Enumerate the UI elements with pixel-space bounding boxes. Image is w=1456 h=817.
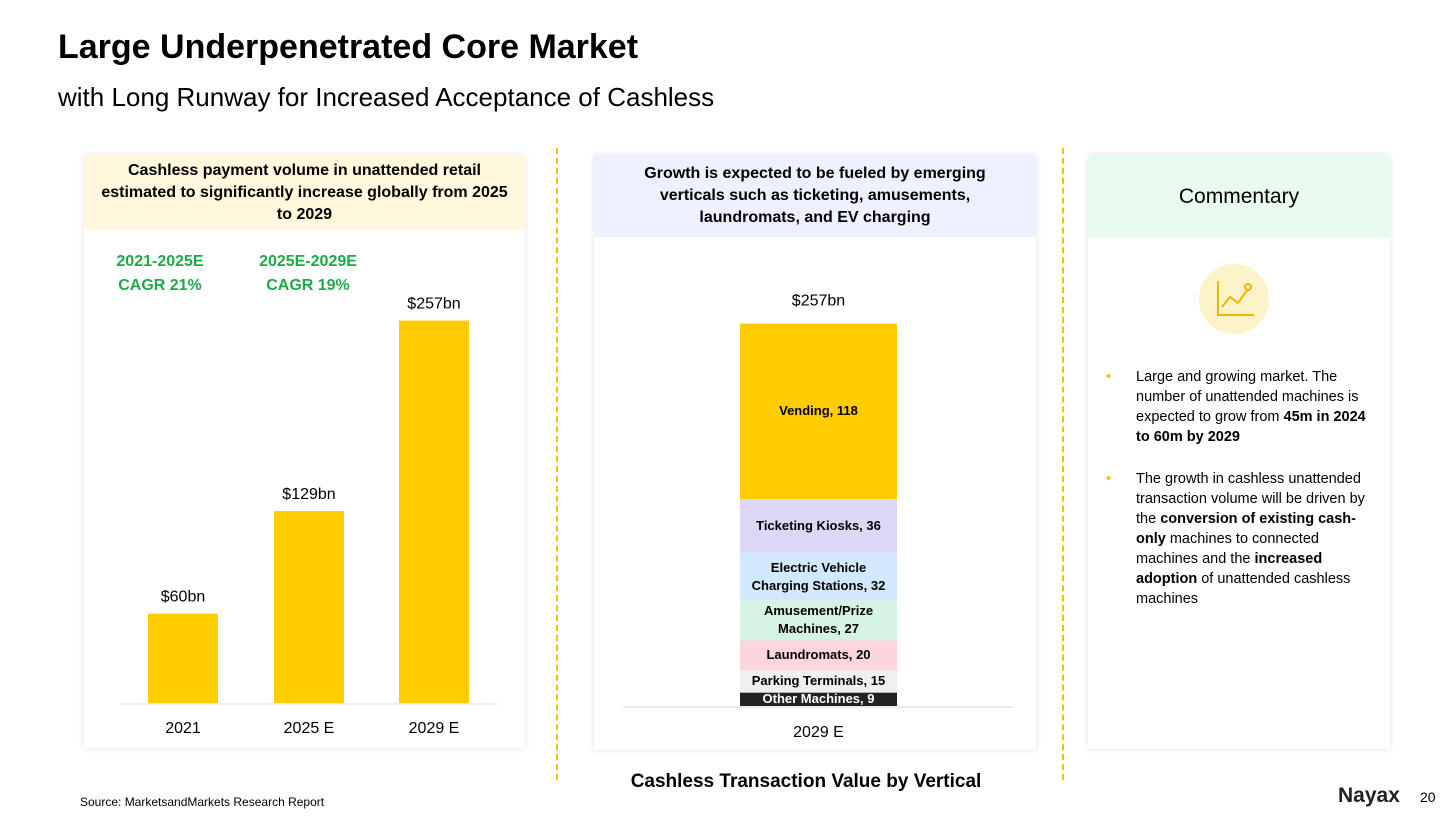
series-name: Ticketing Kiosks, [756,517,863,533]
x-axis-label: Cashless Transaction Value by Vertical [631,771,982,792]
bullet-text: machines to connected machines and the [1136,531,1319,567]
annotation: CAGR 19% [266,277,350,294]
data-label: $257bn [407,296,460,313]
segment-label-text: Electric Vehicle Charging Stations, 32 [740,553,897,601]
divider [556,148,558,780]
segment-label: Amusement/Prize Machines, 27 [740,600,897,640]
segment-label-text: Laundromats, 20 [740,641,897,671]
label-box: Laundromats, 20 [744,646,894,664]
segment-label: Electric Vehicle Charging Stations, 32 [740,553,897,601]
series-name: Parking Terminals, [751,673,868,689]
subtitle: with Long Runway for Increased Acceptanc… [58,82,715,112]
bullet: The growth in cashless unattended transa… [1100,469,1380,609]
series-name: Amusement/Prize Machines, [763,603,874,637]
data-label: 32 [870,577,886,593]
data-label: $60bn [161,589,206,606]
panel-title: Commentary [1088,155,1390,238]
bullet: Large and growing market. The number of … [1100,367,1380,447]
label-box: Other Machines, 9 [744,693,894,706]
bullet-text: conversion of existing cash-only [1136,511,1356,547]
bullet-text: of unattended cashless machines [1136,571,1351,607]
bar-segment [740,692,897,706]
panel-title: Growth is expected to be fueled by emerg… [594,155,1036,237]
data-label: 27 [844,621,859,637]
annotation: CAGR 21% [118,277,202,294]
data-label: 9 [867,692,875,706]
bar [274,511,344,703]
bullet-text: increased adoption [1136,551,1323,587]
segment-label: Other Machines, 9 [740,693,897,706]
label-box: Ticketing Kiosks, 36 [744,517,894,535]
annotation: 2021-2025E [116,253,204,270]
label-box: Vending, 118 [744,402,894,420]
annotation: 2025E-2029E [259,253,357,270]
page-number: 20 [1420,789,1436,805]
segment-label-text: Vending, 118 [740,324,897,500]
segment-label-text: Parking Terminals, 15 [740,670,897,692]
icon [1199,264,1269,334]
panel: Commentary Large and growing market. The… [1088,155,1390,749]
label-box: Electric Vehicle Charging Stations, 32 [744,559,894,595]
bar [148,613,218,703]
bar-segment [740,323,897,500]
logo: Nayax [1338,784,1400,807]
bullet-text: 45m in 2024 to 60m by 2029 [1136,409,1366,445]
bar-segment [740,499,897,553]
panel-title: Cashless payment volume in unattended re… [84,155,525,230]
bar-segment [740,670,897,693]
segment-label: Ticketing Kiosks, 36 [740,499,897,553]
title: Large Underpenetrated Core Market [58,28,639,66]
x-tick-label: 2025 E [284,720,335,737]
bullet-text: Large and growing market. The number of … [1136,369,1359,425]
label-box: Amusement/Prize Machines, 27 [744,602,894,638]
label-box: Parking Terminals, 15 [744,672,894,690]
data-label: 20 [856,647,871,663]
series-name: Laundromats, [766,647,853,663]
bullet-list: Large and growing market. The number of … [1100,367,1380,631]
series-name: Vending, [779,403,834,419]
series-name: Other Machines, [762,692,864,706]
x-tick-label: 2021 [165,720,201,737]
data-label: 118 [836,403,858,419]
x-tick-label: 2029 E [409,720,460,737]
segment-label-text: Amusement/Prize Machines, 27 [740,600,897,640]
bar-segment [740,552,897,601]
bar [399,320,469,703]
divider [1062,148,1064,780]
segment-label: Parking Terminals, 15 [740,670,897,692]
series-name: Electric Vehicle Charging Stations, [751,559,868,593]
bar-segment [740,640,897,671]
segment-label-text: Ticketing Kiosks, 36 [740,499,897,553]
data-label: 15 [870,673,886,689]
x-tick-label: 2029 E [793,724,844,741]
segment-label: Vending, 118 [740,324,897,500]
source: Source: MarketsandMarkets Research Repor… [80,795,325,809]
segment-label: Laundromats, 20 [740,641,897,671]
data-label: 36 [866,517,881,533]
data-label: $129bn [282,486,335,503]
bullet-text: The growth in cashless unattended transa… [1136,471,1365,527]
total-label: $257bn [792,293,845,310]
bar-segment [740,600,897,641]
segment-label-text: Other Machines, 9 [740,693,897,706]
